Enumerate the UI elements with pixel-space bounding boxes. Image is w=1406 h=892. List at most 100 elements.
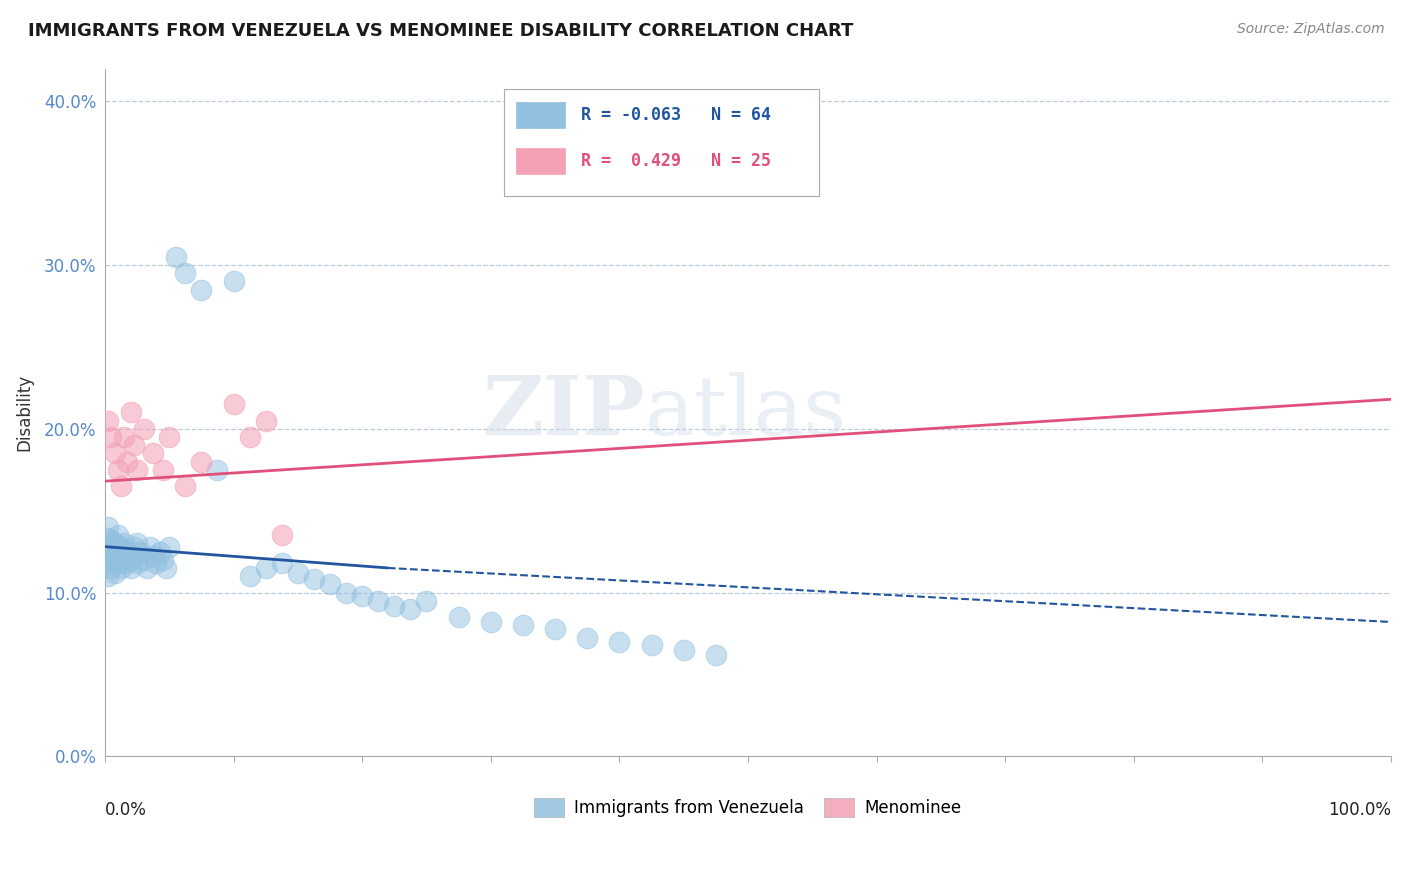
Point (737, 307, 759, 321)
Text: R = -0.063   N = 64: R = -0.063 N = 64 (581, 106, 770, 124)
Point (801, 340, 824, 354)
Point (107, 463, 129, 477)
Point (139, 463, 162, 477)
Text: Source: ZipAtlas.com: Source: ZipAtlas.com (1237, 22, 1385, 37)
Point (115, 544, 138, 558)
Text: IMMIGRANTS FROM VENEZUELA VS MENOMINEE DISABILITY CORRELATION CHART: IMMIGRANTS FROM VENEZUELA VS MENOMINEE D… (28, 22, 853, 40)
Point (96, 532, 118, 546)
Point (262, 618, 284, 632)
Point (96, 520, 118, 534)
Point (108, 544, 131, 558)
Point (145, 274, 167, 288)
Text: 0.0%: 0.0% (105, 801, 146, 819)
Point (969, 381, 991, 395)
Point (105, 549, 128, 564)
Point (96, 430, 118, 444)
Point (209, 599, 232, 613)
Text: atlas: atlas (645, 372, 848, 452)
Point (114, 556, 136, 570)
Point (97, 536, 120, 550)
Point (247, 615, 270, 629)
Legend: Immigrants from Venezuela, Menominee: Immigrants from Venezuela, Menominee (527, 791, 969, 823)
Point (132, 454, 155, 468)
Point (105, 438, 128, 452)
Point (112, 446, 135, 460)
Point (132, 283, 155, 297)
Point (103, 556, 125, 570)
FancyBboxPatch shape (516, 103, 565, 128)
Point (120, 540, 142, 554)
Point (101, 430, 124, 444)
Point (202, 593, 225, 607)
Point (110, 422, 132, 436)
Point (97, 566, 120, 580)
Point (104, 561, 127, 575)
Point (96, 544, 118, 558)
Point (117, 553, 139, 567)
Point (96, 413, 118, 427)
Text: ZIP: ZIP (482, 372, 645, 452)
Point (120, 430, 142, 444)
Point (122, 250, 145, 264)
Point (111, 561, 134, 575)
Y-axis label: Disability: Disability (15, 374, 32, 451)
Point (97, 549, 120, 564)
Point (98, 528, 121, 542)
Point (105, 540, 128, 554)
Text: R =  0.429   N = 25: R = 0.429 N = 25 (581, 153, 770, 170)
Point (197, 589, 219, 603)
Point (98, 463, 121, 477)
FancyBboxPatch shape (516, 148, 565, 175)
Point (100, 561, 122, 575)
Point (157, 561, 180, 575)
Point (101, 536, 124, 550)
Point (152, 430, 174, 444)
Point (145, 397, 167, 411)
Point (100, 553, 122, 567)
Point (107, 556, 129, 570)
Point (325, 643, 347, 657)
Point (104, 405, 127, 419)
Point (190, 585, 212, 599)
Point (98, 544, 121, 558)
Point (112, 549, 135, 564)
Text: 100.0%: 100.0% (1329, 801, 1391, 819)
Point (103, 544, 125, 558)
Point (98, 556, 121, 570)
Point (101, 549, 124, 564)
Point (152, 569, 174, 583)
Point (118, 561, 141, 575)
Point (165, 556, 187, 570)
Point (96, 561, 118, 575)
Point (96, 540, 118, 554)
Point (172, 566, 194, 580)
Point (299, 634, 322, 648)
Point (235, 610, 257, 624)
Point (96, 533, 118, 548)
Point (100, 479, 122, 493)
Point (274, 622, 297, 636)
Point (104, 553, 127, 567)
Point (117, 463, 139, 477)
Point (222, 593, 245, 607)
FancyBboxPatch shape (503, 89, 818, 195)
Point (96, 553, 118, 567)
Point (97, 446, 120, 460)
Point (287, 632, 309, 646)
Point (184, 577, 207, 591)
Point (96, 569, 118, 583)
Point (177, 573, 200, 587)
Point (107, 536, 129, 550)
Point (96, 556, 118, 570)
Point (127, 266, 149, 280)
Point (110, 553, 132, 567)
Point (100, 540, 122, 554)
Point (111, 540, 134, 554)
Point (312, 638, 335, 652)
Point (165, 528, 187, 542)
Point (891, 283, 914, 297)
Point (1019, 397, 1042, 411)
Point (337, 648, 360, 662)
Point (103, 454, 125, 468)
Point (157, 413, 180, 427)
